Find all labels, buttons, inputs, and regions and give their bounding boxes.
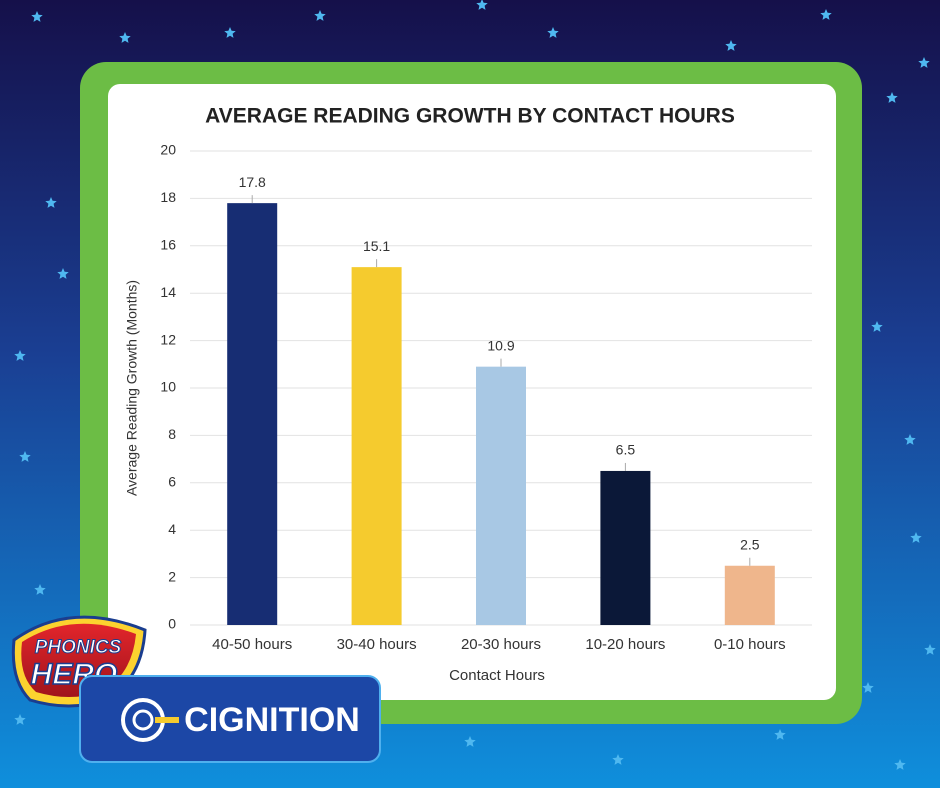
star: [19, 451, 31, 462]
cignition-logo: CIGNITION: [79, 675, 381, 763]
star: [57, 268, 69, 279]
star: [820, 9, 832, 20]
x-tick-label: 10-20 hours: [585, 636, 665, 653]
y-tick-label: 18: [160, 189, 176, 205]
star: [14, 350, 26, 361]
star: [612, 754, 624, 765]
y-tick-label: 4: [168, 521, 176, 537]
y-tick-label: 8: [168, 426, 176, 442]
bar: [227, 203, 278, 625]
y-tick-label: 6: [168, 474, 176, 490]
stars: [14, 0, 936, 770]
star: [547, 27, 559, 38]
star: [45, 197, 57, 208]
star: [119, 32, 131, 43]
phonics-hero-logo: PHONICS HERO: [11, 615, 147, 708]
x-tick-label: 20-30 hours: [461, 636, 541, 653]
star: [476, 0, 488, 10]
bar: [724, 565, 775, 625]
value-label: 2.5: [740, 536, 760, 552]
star: [464, 736, 476, 747]
star: [774, 729, 786, 740]
bar: [476, 366, 526, 625]
star: [904, 434, 916, 445]
star: [725, 40, 737, 51]
star: [871, 321, 883, 332]
y-axis-label: Average Reading Growth (Months): [124, 280, 140, 496]
star: [918, 57, 930, 68]
star: [14, 714, 26, 725]
y-tick-label: 20: [160, 142, 176, 158]
star: [886, 92, 898, 103]
star: [862, 682, 874, 693]
x-tick-label: 40-50 hours: [212, 636, 292, 653]
bar: [600, 470, 651, 625]
star: [31, 11, 43, 22]
star: [910, 532, 922, 543]
star: [34, 584, 46, 595]
y-tick-label: 12: [160, 331, 176, 347]
star: [894, 759, 906, 770]
value-label: 15.1: [363, 238, 390, 254]
y-tick-label: 0: [168, 616, 176, 632]
star: [314, 10, 326, 21]
y-tick-label: 10: [160, 379, 176, 395]
y-tick-label: 16: [160, 237, 176, 253]
chart-title: AVERAGE READING GROWTH BY CONTACT HOURS: [205, 105, 735, 128]
value-label: 6.5: [616, 442, 636, 458]
star: [224, 27, 236, 38]
x-tick-label: 30-40 hours: [337, 636, 417, 653]
value-label: 17.8: [239, 174, 266, 190]
chart: AVERAGE READING GROWTH BY CONTACT HOURS …: [124, 105, 812, 684]
y-tick-label: 14: [160, 284, 176, 300]
x-tick-label: 0-10 hours: [714, 636, 786, 653]
bar: [351, 267, 402, 625]
x-axis-label: Contact Hours: [449, 667, 545, 684]
chart-panel: [108, 84, 836, 700]
y-tick-label: 2: [168, 568, 176, 584]
logo-text: CIGNITION: [184, 701, 360, 739]
value-label: 10.9: [487, 337, 514, 353]
logo-text: PHONICS: [35, 637, 122, 658]
star: [924, 644, 936, 655]
